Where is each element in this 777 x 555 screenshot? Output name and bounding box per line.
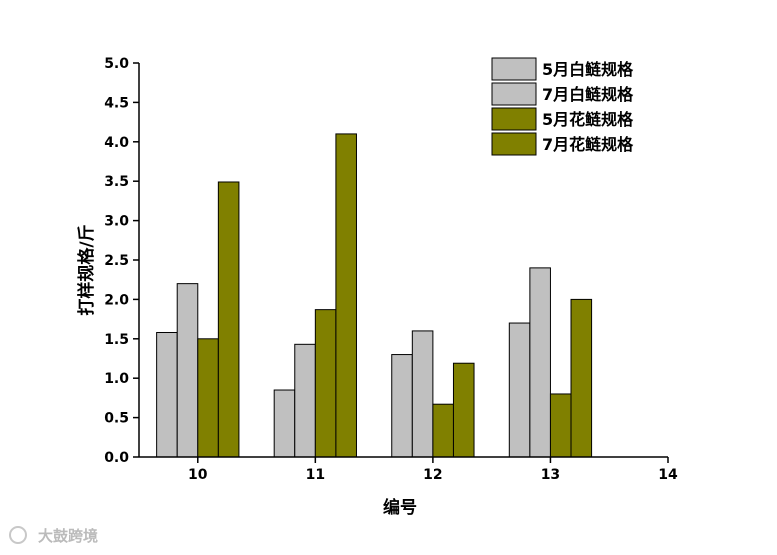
y-tick-label: 1.0	[104, 371, 129, 387]
bar-11-series-4	[335, 133, 357, 458]
x-tick-label: 14	[658, 467, 678, 483]
bar-12-series-3	[432, 403, 454, 458]
watermark-logo-icon	[9, 526, 27, 544]
legend-swatch	[491, 82, 537, 106]
bar-10-series-4	[217, 181, 240, 458]
bar-12-series-1	[391, 354, 413, 458]
bar-11-series-3	[314, 309, 337, 458]
bar-10-series-3	[197, 338, 219, 458]
bar-13-series-4	[570, 298, 593, 458]
legend-label: 7月花鲢规格	[542, 135, 634, 154]
x-tick-label: 11	[306, 467, 325, 483]
legend-swatch	[491, 57, 537, 81]
bar-13-series-3	[549, 393, 572, 458]
x-tick-label: 10	[188, 467, 208, 483]
y-tick-label: 4.5	[104, 95, 129, 111]
bar-10-series-1	[156, 331, 178, 458]
y-tick-label: 3.5	[104, 174, 129, 190]
bars-layer	[156, 133, 593, 458]
legend-swatch	[491, 107, 537, 131]
y-axis-title: 打样规格/斤	[76, 224, 97, 315]
watermark: 大鼓跨境	[9, 526, 98, 545]
y-tick-label: 4.0	[104, 135, 129, 151]
y-tick-label: 0.5	[104, 411, 129, 427]
y-tick-label: 5.0	[104, 56, 129, 72]
bar-11-series-1	[273, 389, 296, 458]
bar-12-series-4	[452, 362, 475, 458]
y-tick-label: 0.0	[104, 450, 129, 466]
bar-11-series-2	[294, 343, 316, 458]
legend-swatch	[491, 132, 537, 156]
y-tick-label: 2.5	[104, 253, 129, 269]
x-ticks-layer: 10 11 12 13 14	[188, 457, 678, 483]
y-tick-label: 2.0	[104, 292, 129, 308]
x-tick-label: 13	[541, 467, 560, 483]
legend-label: 5月花鲢规格	[542, 110, 634, 129]
legend-label: 5月白鲢规格	[542, 60, 634, 79]
bar-13-series-2	[529, 267, 551, 458]
bar-10-series-2	[176, 283, 199, 458]
bar-12-series-2	[411, 330, 434, 458]
legend: 5月白鲢规格 7月白鲢规格 5月花鲢规格 7月花鲢规格	[491, 57, 634, 156]
y-tick-label: 1.5	[104, 332, 129, 348]
x-axis-title: 编号	[383, 497, 417, 518]
legend-label: 7月白鲢规格	[542, 85, 634, 104]
watermark-text: 大鼓跨境	[38, 527, 98, 545]
y-ticks-layer: 0.0 0.5 1.0 1.5 2.0 2.5 3.0 3.5 4.0 4.5 5.0	[104, 56, 139, 466]
y-tick-label: 3.0	[104, 214, 129, 230]
x-tick-label: 12	[423, 467, 442, 483]
bar-13-series-1	[508, 322, 531, 458]
